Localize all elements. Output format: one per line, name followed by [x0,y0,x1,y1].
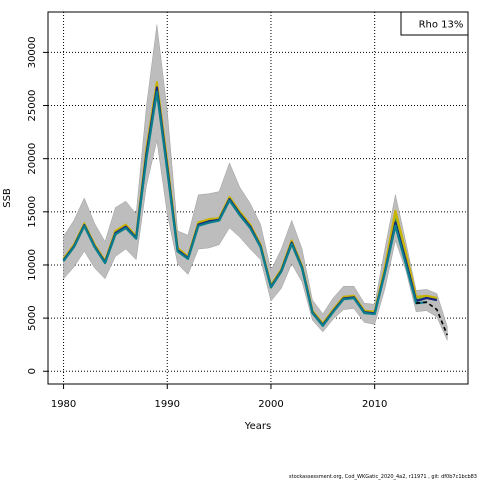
x-axis-title: Years [244,421,271,432]
x-axis-ticks: 1980 1990 2000 2010 [51,384,387,410]
y-tick-label: 20000 [27,143,38,175]
y-tick-label: 15000 [27,196,38,228]
legend: Rho 13% [400,11,469,36]
x-tick-label: 2010 [362,399,387,410]
y-axis-ticks: 0 5000 10000 15000 20000 25000 30000 [27,36,48,374]
plot-frame [47,11,469,385]
y-tick-label: 25000 [27,90,38,122]
x-tick-label: 1990 [155,399,180,410]
legend-box [400,11,469,36]
y-axis-title: SSB [2,188,13,208]
legend-label: Rho 13% [419,20,464,31]
series-line-5 [62,90,427,327]
footer-source: stockassessment.org, Cod_WKGatic_2020_4a… [289,474,477,480]
confidence-band [63,24,448,341]
y-tick-label: 0 [27,368,38,374]
x-tick-label: 2000 [258,399,283,410]
series-line-6 [416,301,449,336]
y-tick-label: 10000 [27,249,38,281]
series-lines [62,81,449,336]
y-tick-label: 5000 [27,305,38,330]
x-tick-label: 1980 [51,399,76,410]
y-tick-label: 30000 [27,36,38,68]
grid-lines [48,12,468,384]
